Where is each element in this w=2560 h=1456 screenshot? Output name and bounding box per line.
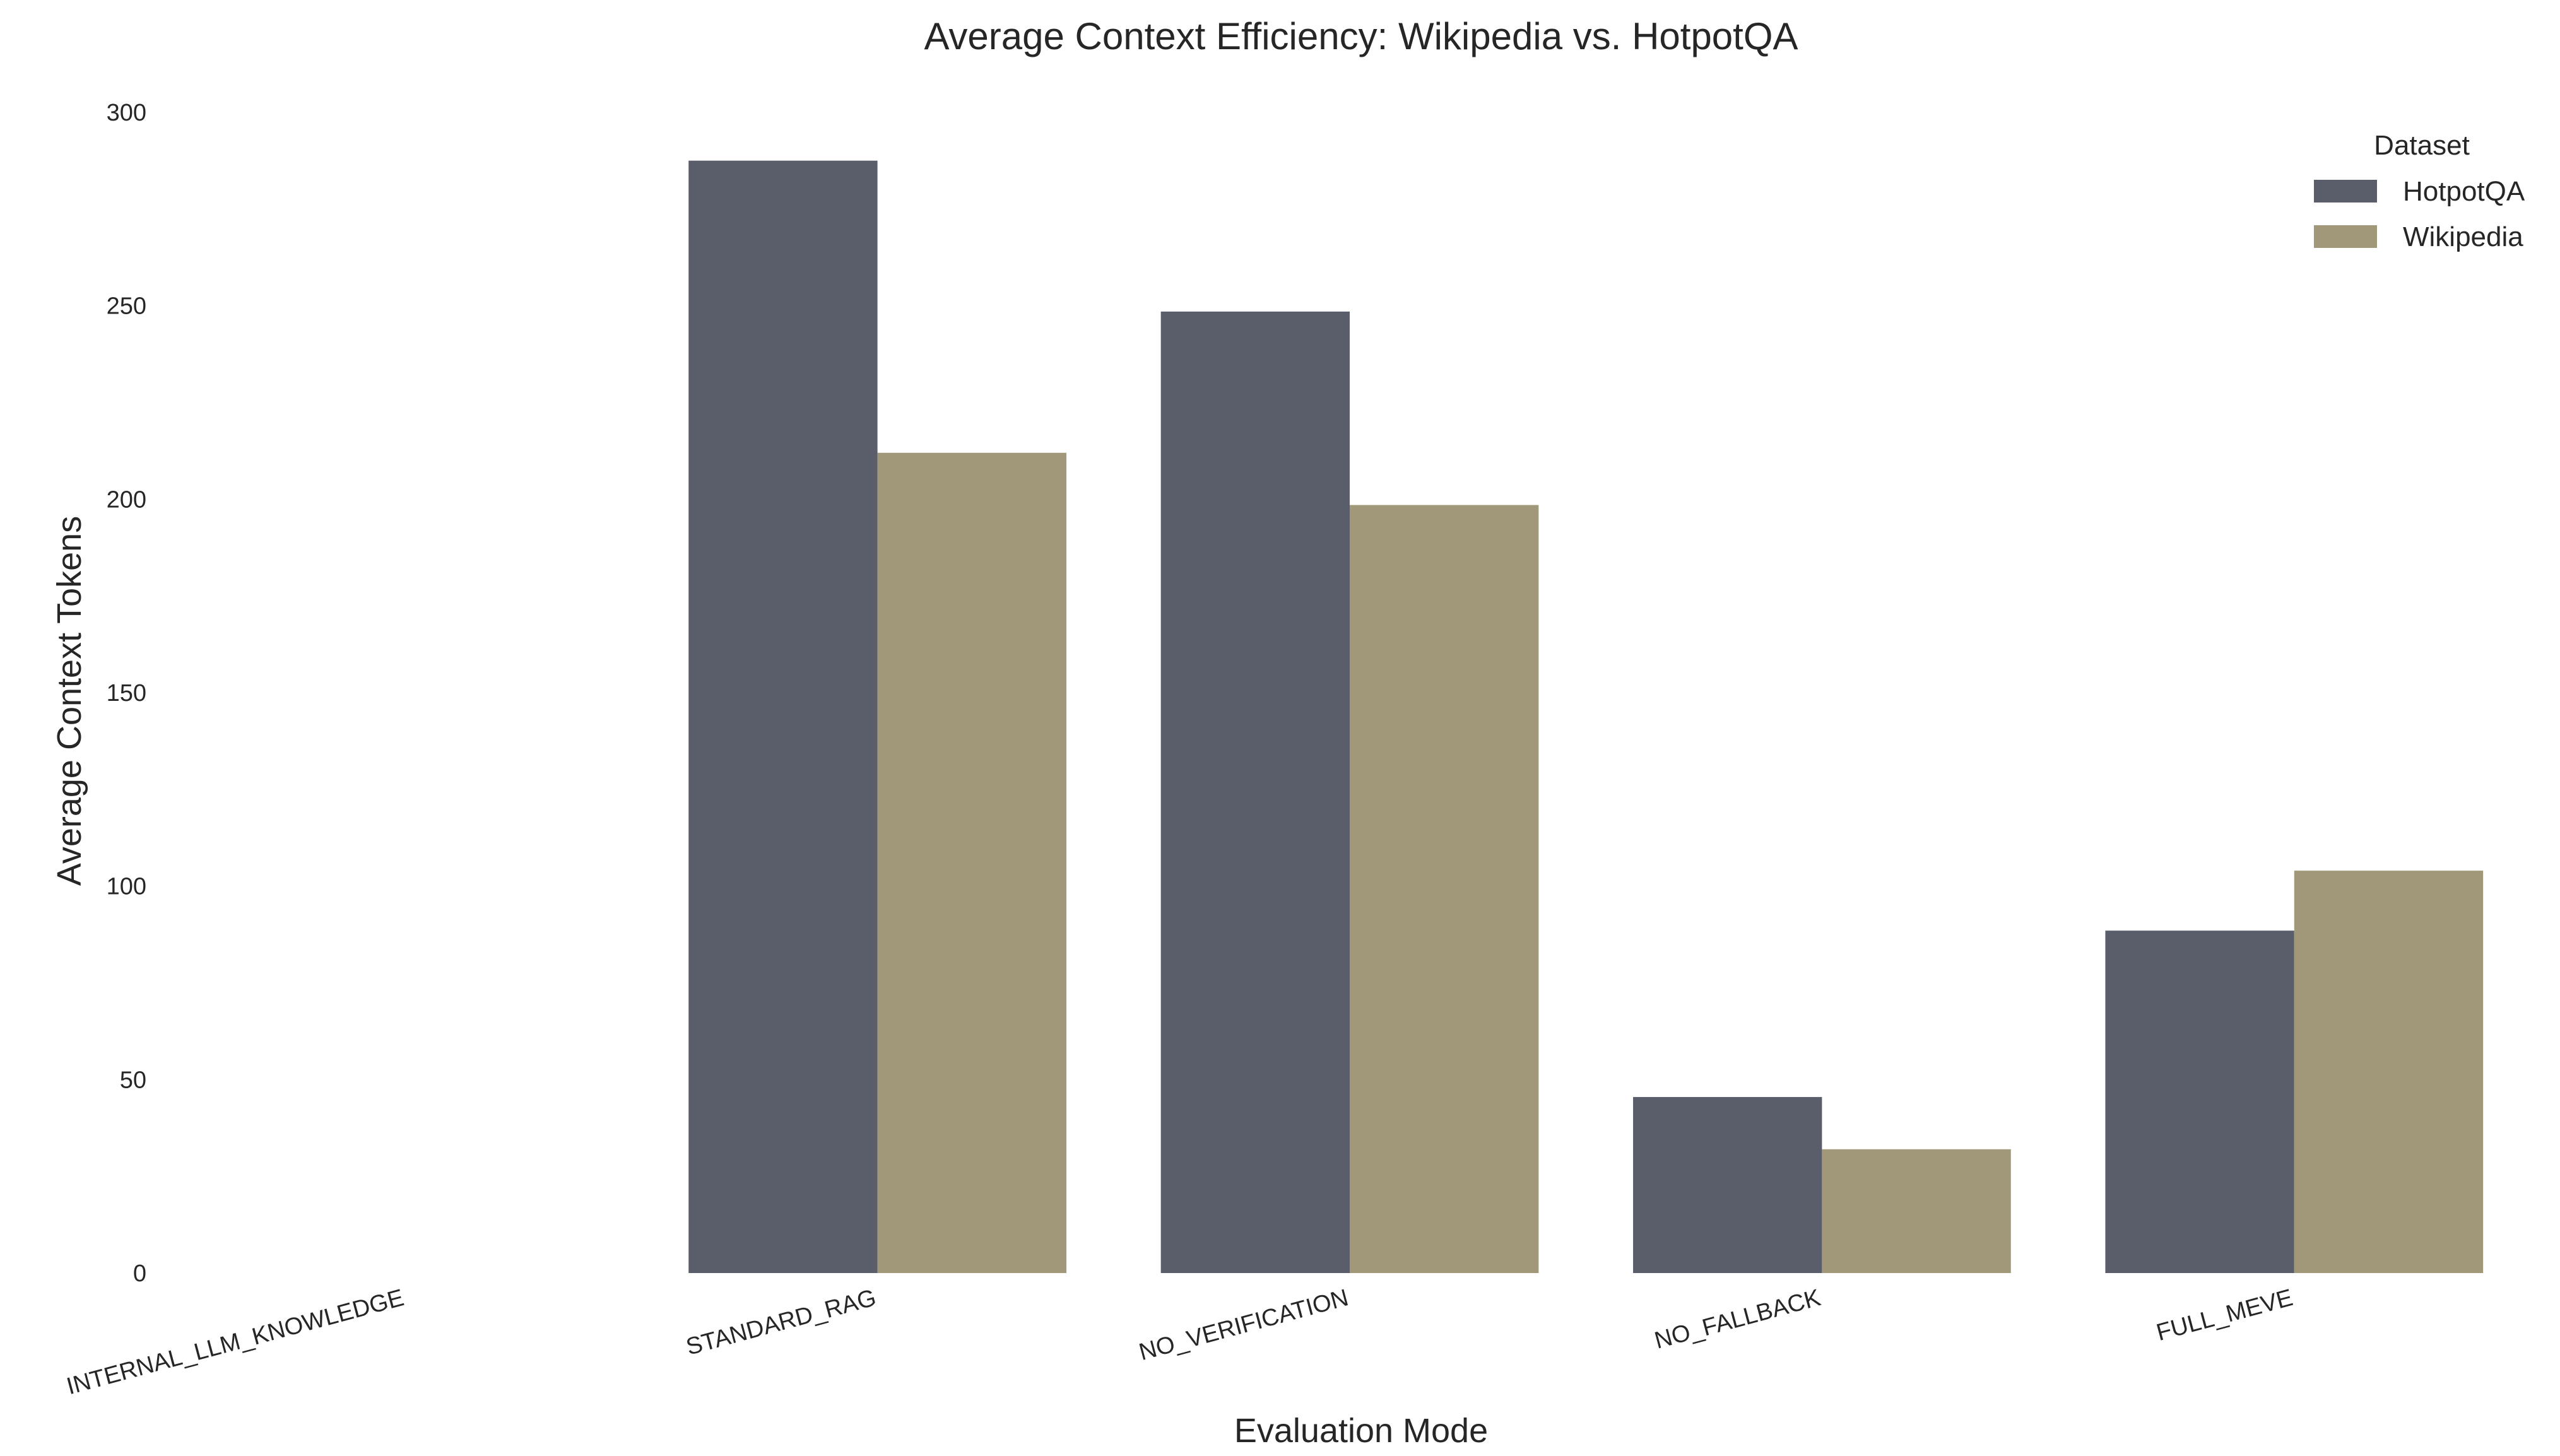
legend-title: Dataset [2374, 130, 2470, 161]
bar-hotpotqa-full-meve [2105, 931, 2294, 1273]
legend-label-wikipedia: Wikipedia [2403, 221, 2523, 252]
legend-swatch-hotpotqa [2314, 180, 2377, 203]
x-tick-label: STANDARD_RAG [683, 1284, 879, 1361]
y-tick-label: 250 [107, 293, 146, 320]
bar-wikipedia-full-meve [2294, 871, 2484, 1273]
bar-hotpotqa-standard-rag [688, 160, 878, 1274]
x-axis-label: Evaluation Mode [1234, 1412, 1488, 1450]
y-axis-label: Average Context Tokens [50, 516, 88, 886]
y-axis-ticks: 0 50 100 150 200 250 300 [107, 100, 146, 1287]
y-tick-label: 300 [107, 100, 146, 126]
y-tick-label: 150 [107, 680, 146, 707]
y-tick-label: 50 [120, 1067, 146, 1093]
x-tick-label: FULL_MEVE [2154, 1284, 2296, 1346]
bar-wikipedia-no-verification [1350, 505, 1539, 1273]
x-tick-label: NO_FALLBACK [1652, 1284, 1824, 1354]
x-axis-ticks: INTERNAL_LLM_KNOWLEDGE STANDARD_RAG NO_VER… [64, 1284, 2296, 1400]
chart-title: Average Context Efficiency: Wikipedia vs… [924, 15, 1798, 57]
legend-swatch-wikipedia [2314, 225, 2377, 248]
bars-group [688, 160, 2484, 1274]
legend: Dataset HotpotQA Wikipedia [2314, 130, 2525, 252]
y-tick-label: 100 [107, 874, 146, 900]
y-tick-label: 200 [107, 486, 146, 513]
bar-hotpotqa-no-verification [1160, 311, 1350, 1273]
x-tick-label: NO_VERIFICATION [1136, 1284, 1352, 1366]
bar-wikipedia-no-fallback [1822, 1149, 2011, 1273]
y-tick-label: 0 [133, 1260, 146, 1287]
legend-label-hotpotqa: HotpotQA [2403, 176, 2525, 207]
bar-hotpotqa-no-fallback [1633, 1096, 1822, 1273]
bar-wikipedia-standard-rag [877, 452, 1066, 1273]
x-tick-label: INTERNAL_LLM_KNOWLEDGE [64, 1284, 406, 1400]
